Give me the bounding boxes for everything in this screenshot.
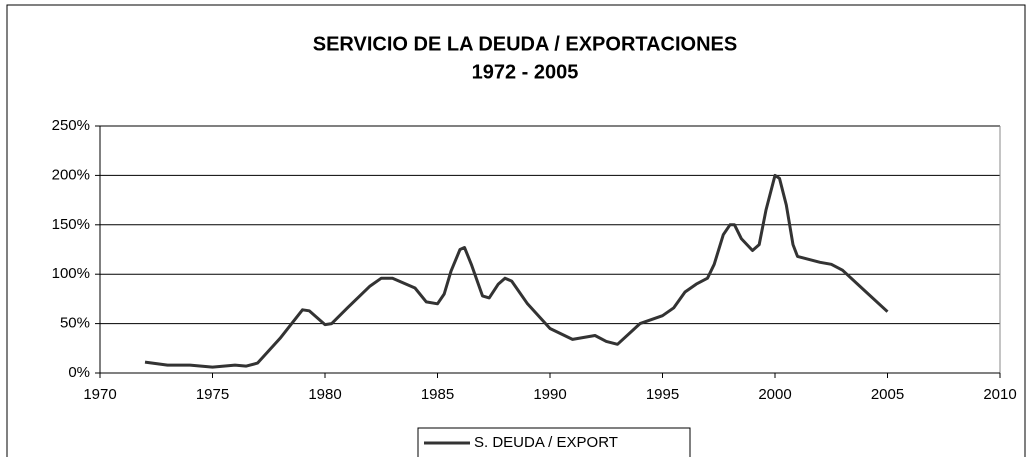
y-tick-label: 200% xyxy=(52,166,90,183)
chart-subtitle: 1972 - 2005 xyxy=(472,61,579,83)
x-tick-label: 1990 xyxy=(533,386,566,403)
y-tick-label: 150% xyxy=(52,216,90,233)
y-tick-label: 0% xyxy=(68,364,90,381)
x-tick-label: 2010 xyxy=(983,386,1016,403)
x-tick-label: 2005 xyxy=(871,386,904,403)
x-tick-label: 1995 xyxy=(646,386,679,403)
x-tick-label: 1985 xyxy=(421,386,454,403)
data-line xyxy=(144,173,889,369)
legend-label: S. DEUDA / EXPORT xyxy=(474,434,618,451)
y-tick-label: 250% xyxy=(52,117,90,134)
x-tick-label: 2000 xyxy=(758,386,791,403)
x-tick-label: 1970 xyxy=(83,386,116,403)
x-tick-label: 1975 xyxy=(196,386,229,403)
y-tick-label: 100% xyxy=(52,265,90,282)
chart-frame xyxy=(6,4,1026,457)
y-tick-label: 50% xyxy=(60,315,90,332)
chart-title: SERVICIO DE LA DEUDA / EXPORTACIONES xyxy=(313,33,738,55)
x-tick-label: 1980 xyxy=(308,386,341,403)
